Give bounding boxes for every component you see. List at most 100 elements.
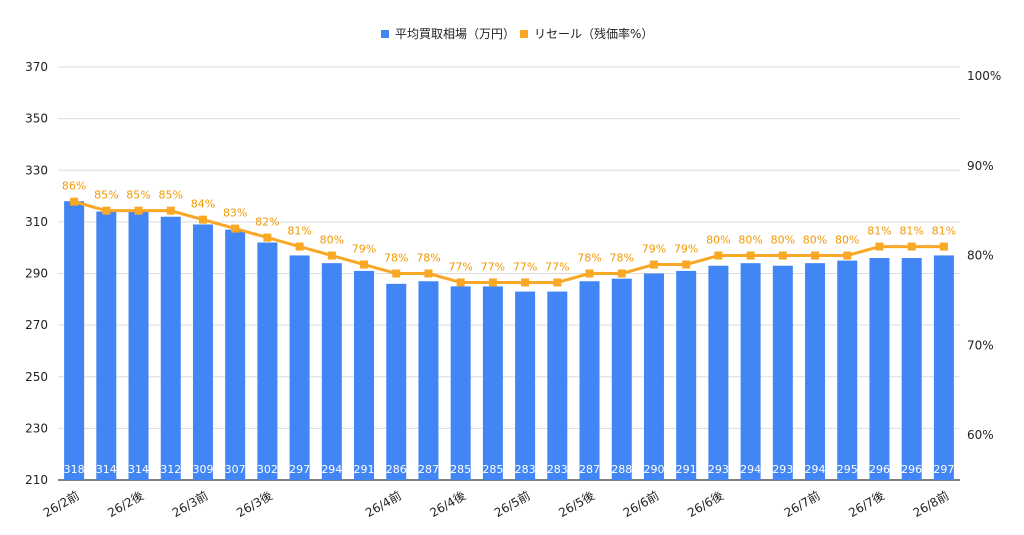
resale-data-label: 79%	[352, 243, 376, 256]
bar-data-label: 296	[869, 463, 890, 476]
resale-point	[231, 224, 240, 233]
resale-data-label: 81%	[932, 225, 956, 238]
resale-point	[714, 251, 723, 260]
bar	[418, 281, 439, 480]
resale-data-label: 77%	[513, 260, 537, 273]
resale-data-label: 78%	[577, 252, 601, 265]
bar-data-label: 314	[128, 463, 149, 476]
legend-swatch	[520, 30, 528, 38]
resale-point	[907, 242, 916, 251]
resale-data-label: 80%	[835, 234, 859, 247]
bar-data-label: 294	[805, 463, 826, 476]
x-axis-tick-label: 26/3前	[169, 488, 210, 520]
resale-point	[360, 260, 369, 269]
resale-point	[166, 206, 175, 215]
resale-point	[392, 269, 401, 278]
bar	[869, 258, 890, 480]
bar-data-label: 307	[225, 463, 246, 476]
left-axis-tick-label: 210	[25, 473, 48, 487]
resale-data-label: 81%	[867, 225, 891, 238]
bar	[515, 291, 536, 480]
resale-point	[811, 251, 820, 260]
x-axis-tick-label: 26/4後	[427, 488, 468, 520]
resale-data-label: 78%	[416, 252, 440, 265]
left-axis-tick-label: 270	[25, 318, 48, 332]
bar	[611, 278, 632, 480]
x-axis-tick-label: 26/8前	[910, 488, 951, 520]
resale-data-label: 81%	[899, 225, 923, 238]
left-axis-tick-label: 350	[25, 112, 48, 126]
bar-data-label: 291	[354, 463, 375, 476]
resale-data-label: 84%	[191, 198, 215, 211]
bar	[321, 263, 342, 480]
bar-data-label: 294	[740, 463, 761, 476]
resale-point	[198, 215, 207, 224]
bar	[933, 255, 954, 480]
bar-data-label: 297	[289, 463, 310, 476]
bar	[482, 286, 503, 480]
bar-data-label: 295	[837, 463, 858, 476]
bar-data-label: 290	[643, 463, 664, 476]
right-axis-tick-label: 70%	[967, 338, 994, 352]
left-axis-tick-label: 370	[25, 60, 48, 74]
resale-point	[778, 251, 787, 260]
resale-data-label: 78%	[610, 252, 634, 265]
resale-point	[746, 251, 755, 260]
resale-point	[553, 278, 562, 287]
resale-point	[585, 269, 594, 278]
resale-data-label: 81%	[287, 225, 311, 238]
x-axis-tick-label: 26/4前	[363, 488, 404, 520]
bar	[225, 229, 246, 480]
bar	[128, 211, 149, 481]
x-axis-tick-label: 26/6後	[685, 488, 726, 520]
resale-point	[875, 242, 884, 251]
bar	[837, 260, 858, 480]
bar-data-label: 312	[160, 463, 181, 476]
x-axis-tick-label: 26/6前	[620, 488, 661, 520]
resale-data-label: 82%	[255, 216, 279, 229]
resale-point	[327, 251, 336, 260]
bar	[547, 291, 568, 480]
bar-data-label: 283	[547, 463, 568, 476]
resale-point	[682, 260, 691, 269]
bar	[708, 265, 729, 480]
resale-data-label: 80%	[803, 234, 827, 247]
bar	[676, 270, 697, 480]
resale-point	[843, 251, 852, 260]
resale-point	[424, 269, 433, 278]
bar	[740, 263, 761, 480]
left-axis-tick-label: 290	[25, 267, 48, 281]
bar-data-label: 283	[515, 463, 536, 476]
resale-point	[70, 197, 79, 206]
resale-point	[134, 206, 143, 215]
bar-data-label: 309	[192, 463, 213, 476]
resale-point	[295, 242, 304, 251]
bar-data-label: 287	[418, 463, 439, 476]
resale-point	[617, 269, 626, 278]
resale-point	[649, 260, 658, 269]
bar-data-label: 297	[933, 463, 954, 476]
bar-data-label: 294	[321, 463, 342, 476]
resale-point	[488, 278, 497, 287]
resale-point	[939, 242, 948, 251]
bar	[64, 201, 85, 480]
resale-data-label: 80%	[320, 234, 344, 247]
resale-data-label: 77%	[481, 260, 505, 273]
bar-data-label: 318	[64, 463, 85, 476]
left-axis-tick-label: 230	[25, 421, 48, 435]
resale-point	[456, 278, 465, 287]
resale-data-label: 77%	[448, 260, 472, 273]
bar	[450, 286, 471, 480]
right-axis-tick-label: 90%	[967, 159, 994, 173]
legend-label: リセール（残価率%）	[534, 26, 653, 41]
resale-data-label: 83%	[223, 207, 247, 220]
bar	[901, 258, 922, 480]
right-axis-tick-label: 100%	[967, 69, 1001, 83]
bar	[354, 270, 375, 480]
resale-data-label: 86%	[62, 180, 86, 193]
left-axis-tick-label: 330	[25, 163, 48, 177]
bar	[289, 255, 310, 480]
x-axis-tick-label: 26/2前	[40, 488, 81, 520]
